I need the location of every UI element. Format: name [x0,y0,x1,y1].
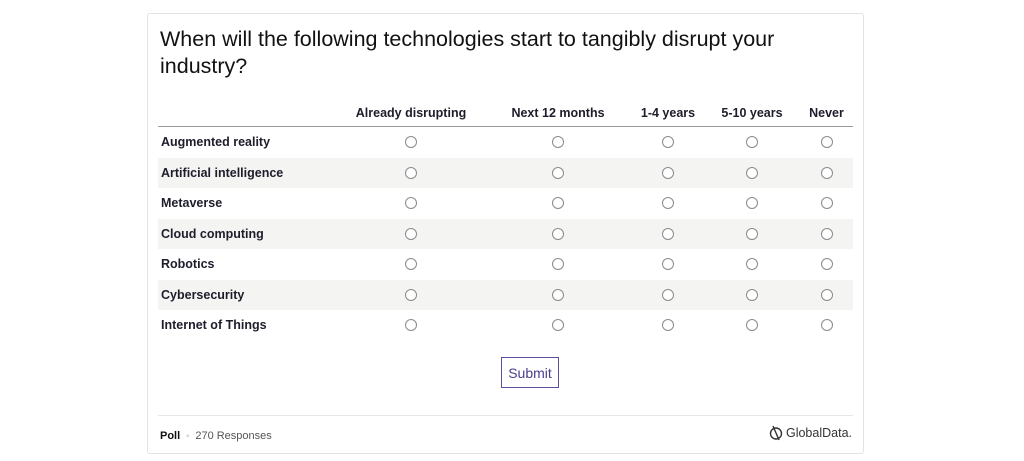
radio-option[interactable] [820,166,833,179]
poll-question: When will the following technologies sta… [160,27,775,78]
poll-matrix: Already disrupting Next 12 months 1-4 ye… [158,100,853,341]
row-label: Internet of Things [161,318,267,333]
radio-option[interactable] [662,166,674,179]
submit-button[interactable]: Submit [501,357,559,388]
logo-text: GlobalData. [785,426,852,440]
poll-footer: Poll • 270 Responses [160,430,272,442]
row-label: Metaverse [161,196,223,211]
radio-option[interactable] [552,197,564,210]
column-header: Next 12 months [511,106,605,120]
radio-option[interactable] [552,288,564,301]
globaldata-logo-icon [769,425,783,441]
radio-option[interactable] [820,227,833,240]
radio-option[interactable] [405,227,417,240]
globaldata-logo[interactable]: GlobalData. [769,425,852,441]
radio-option[interactable] [552,166,564,179]
radio-option[interactable] [820,197,833,210]
row-label: Artificial intelligence [161,165,284,180]
matrix-row: Robotics [158,249,853,280]
matrix-row: Artificial intelligence [158,157,853,188]
radio-option[interactable] [662,227,674,240]
radio-option[interactable] [662,288,674,301]
radio-option[interactable] [662,258,674,271]
radio-option[interactable] [820,136,833,149]
radio-option[interactable] [552,258,564,271]
radio-option[interactable] [662,136,674,149]
radio-option[interactable] [552,136,564,149]
radio-option[interactable] [746,197,758,210]
poll-card: When will the following technologies sta… [147,13,864,454]
radio-option[interactable] [746,227,758,240]
matrix-row: Cloud computing [158,218,853,249]
radio-option[interactable] [552,227,564,240]
matrix-rows: Augmented reality Artificial intelligence… [158,127,853,341]
radio-option[interactable] [405,166,417,179]
matrix-row: Augmented reality [158,127,853,158]
radio-option[interactable] [405,258,417,271]
radio-option[interactable] [662,319,674,332]
matrix-row: Internet of Things [158,310,853,341]
radio-option[interactable] [746,319,758,332]
matrix-header: Already disrupting Next 12 months 1-4 ye… [158,100,853,127]
footer-divider [158,415,853,416]
radio-option[interactable] [820,288,833,301]
column-header: Already disrupting [355,106,467,120]
separator-dot: • [186,431,190,441]
radio-option[interactable] [746,258,758,271]
row-label: Augmented reality [161,135,271,150]
radio-option[interactable] [405,319,417,332]
row-label: Robotics [161,257,215,272]
radio-option[interactable] [405,136,417,149]
radio-option[interactable] [746,288,758,301]
radio-option[interactable] [746,136,758,149]
row-label: Cloud computing [161,226,264,241]
poll-type-label: Poll [160,430,181,442]
radio-option[interactable] [405,197,417,210]
column-header: 5-10 years [721,106,783,120]
matrix-row: Metaverse [158,188,853,219]
row-label: Cybersecurity [161,287,245,302]
radio-option[interactable] [746,166,758,179]
radio-option[interactable] [662,197,674,210]
column-header: Never [809,106,844,120]
radio-option[interactable] [405,288,417,301]
radio-option[interactable] [552,319,564,332]
radio-option[interactable] [820,319,833,332]
radio-option[interactable] [820,258,833,271]
matrix-row: Cybersecurity [158,279,853,310]
column-header: 1-4 years [640,106,696,120]
response-count: 270 Responses [195,430,272,442]
